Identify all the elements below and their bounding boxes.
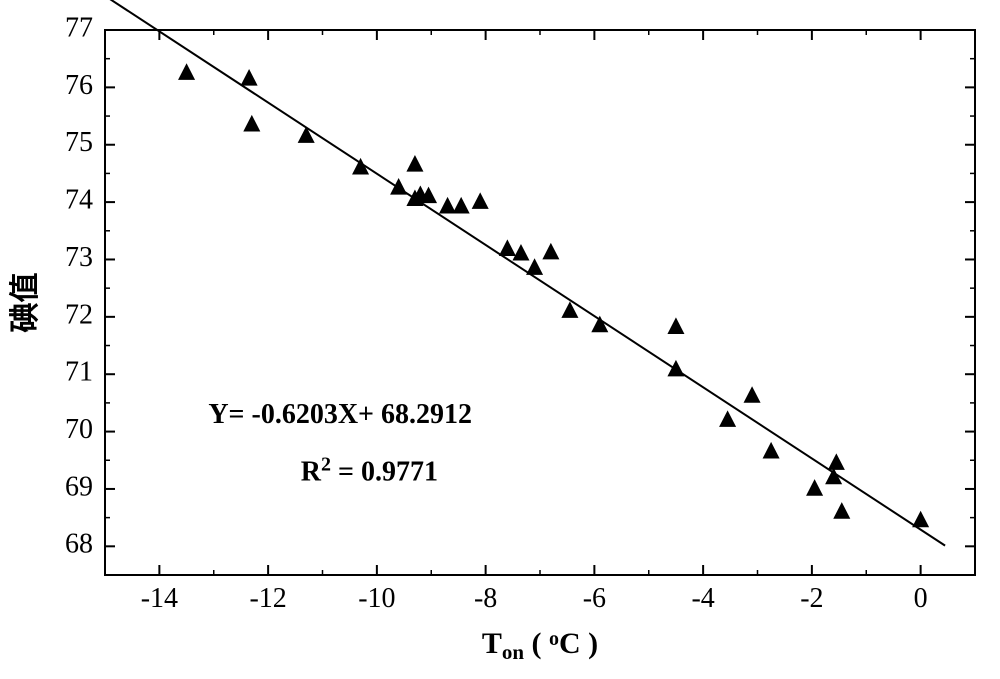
chart-svg: 68 69 70 71 72 73 74 75 76 77 -14 -12 -10 -8 -6 -4 -2 0 碘值… — [0, 0, 1000, 679]
svg-text:71: 71 — [65, 357, 93, 388]
svg-text:69: 69 — [65, 471, 93, 502]
svg-text:77: 77 — [65, 12, 93, 43]
svg-text:70: 70 — [65, 414, 93, 445]
svg-text:-10: -10 — [358, 583, 395, 614]
scatter-chart: 68 69 70 71 72 73 74 75 76 77 -14 -12 -10 -8 -6 -4 -2 0 碘值… — [0, 0, 1000, 679]
svg-text:76: 76 — [65, 70, 93, 101]
svg-text:-4: -4 — [691, 583, 714, 614]
svg-text:74: 74 — [65, 185, 93, 216]
svg-text:-6: -6 — [583, 583, 606, 614]
svg-text:Y= -0.6203X+ 68.2912: Y= -0.6203X+ 68.2912 — [208, 399, 472, 430]
svg-text:73: 73 — [65, 242, 93, 273]
svg-text:68: 68 — [65, 529, 93, 560]
svg-text:0: 0 — [914, 583, 928, 614]
svg-text:75: 75 — [65, 127, 93, 158]
svg-text:Ton ( oC ): Ton ( oC ) — [482, 627, 598, 664]
svg-text:-12: -12 — [249, 583, 286, 614]
svg-text:碘值: 碘值 — [9, 273, 42, 333]
svg-text:72: 72 — [65, 299, 93, 330]
svg-text:-8: -8 — [474, 583, 497, 614]
svg-text:-14: -14 — [141, 583, 178, 614]
svg-text:-2: -2 — [800, 583, 823, 614]
